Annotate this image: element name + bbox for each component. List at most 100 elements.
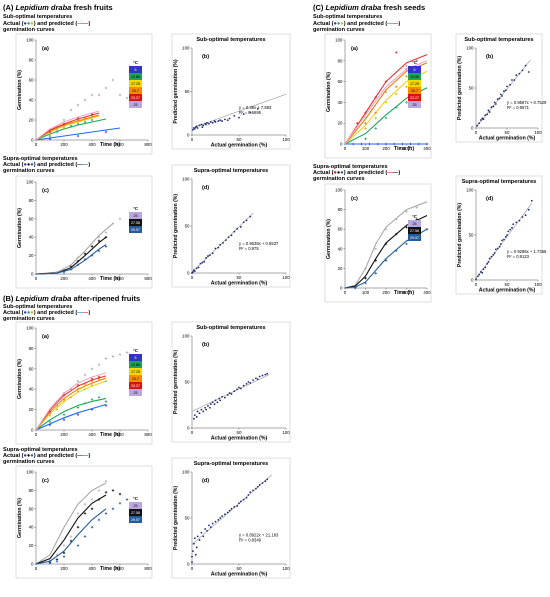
panel-frame <box>15 321 153 445</box>
scatter-point <box>214 520 217 523</box>
scatter-point <box>209 403 212 405</box>
group-header-a-sub: Sub-optimal temperatures Actual (●●●) an… <box>3 14 90 33</box>
data-point <box>405 242 408 246</box>
y-axis-label: Predicted germination (%) <box>173 486 179 551</box>
legend-label: 25 <box>413 103 417 107</box>
legend-label: 12.86 <box>131 363 140 367</box>
data-point <box>48 130 52 134</box>
data-point <box>415 59 418 62</box>
x-tick-label: 400 <box>88 142 96 147</box>
data-point <box>354 286 357 290</box>
legend-label: 25 <box>413 222 417 226</box>
scatter-point <box>221 395 223 398</box>
data-point <box>425 228 429 231</box>
scatter-point <box>266 372 269 375</box>
x-axis-label: Time (h) <box>100 142 120 148</box>
data-point <box>83 373 87 377</box>
panel-title: Sub-optimal temperatures <box>196 325 265 331</box>
data-point <box>83 512 87 515</box>
scatter-point <box>258 483 261 486</box>
scatter-point <box>478 122 480 125</box>
panel-letter: (d) <box>486 196 493 202</box>
data-point <box>104 512 108 515</box>
legend-swatch <box>408 234 421 241</box>
y-tick-label: 100 <box>26 326 34 331</box>
scatter-point <box>515 74 518 77</box>
scatter-point <box>480 271 482 273</box>
data-point <box>83 120 87 124</box>
scatter-point <box>201 126 204 129</box>
scatter-point <box>214 399 217 402</box>
x-axis-label: Actual germination (%) <box>211 436 268 442</box>
scatter-point <box>249 491 252 494</box>
scatter-point <box>486 113 489 116</box>
legend-swatch <box>129 101 142 108</box>
scatter-point <box>216 401 219 404</box>
scatter-point <box>226 119 229 122</box>
x-tick-label: 50 <box>505 282 510 287</box>
scatter-point <box>208 524 210 527</box>
data-point <box>104 236 108 239</box>
x-tick-label: 600 <box>116 142 124 147</box>
scatter-point <box>224 239 227 242</box>
y-tick-label: 100 <box>26 470 34 475</box>
scatter-point <box>481 271 484 274</box>
y-tick-label: 50 <box>185 89 190 94</box>
data-point <box>393 142 396 146</box>
y-tick-label: 20 <box>338 121 343 126</box>
scatter-point <box>492 253 495 256</box>
y-tick-label: 60 <box>338 79 343 84</box>
y-tick-label: 40 <box>29 525 34 530</box>
x-tick-label: 800 <box>144 432 152 437</box>
x-tick-label: 400 <box>88 566 96 571</box>
y-tick-label: 100 <box>335 188 343 193</box>
legend-unit: °C <box>133 348 139 353</box>
x-tick-label: 50 <box>237 566 242 571</box>
data-point <box>62 270 66 274</box>
data-point <box>104 245 108 248</box>
legend-label: 27.58 <box>131 221 140 225</box>
data-point <box>48 561 52 565</box>
scatter-point <box>218 397 221 400</box>
data-point <box>62 118 66 122</box>
data-point <box>374 111 377 114</box>
section-c-rest: fresh seeds <box>383 3 425 12</box>
x-tick-label: 100 <box>362 146 370 151</box>
y-tick-label: 20 <box>29 543 34 548</box>
y-tick-label: 0 <box>471 278 474 283</box>
scatter-point <box>196 535 199 538</box>
scatter-point <box>206 121 208 124</box>
scatter-point <box>191 561 193 564</box>
scatter-point <box>207 405 209 407</box>
data-point <box>76 263 80 266</box>
trend-line <box>475 59 531 128</box>
scatter-point <box>264 480 267 483</box>
legend-swatch <box>129 80 142 87</box>
r-squared: R² = 0.975 <box>239 246 259 251</box>
scatter-point <box>206 529 208 532</box>
data-point <box>384 80 388 83</box>
section-a-letter: (A) <box>3 3 14 12</box>
scatter-point <box>513 79 516 81</box>
scatter-point <box>211 121 214 124</box>
y-tick-label: 60 <box>29 78 34 83</box>
scatter-point <box>196 410 199 413</box>
legend-label: 29.57 <box>131 518 140 522</box>
temperature-legend: °C 25 27.58 29.57 <box>129 206 142 233</box>
x-tick-label: 200 <box>60 142 68 147</box>
data-point <box>374 96 377 99</box>
scatter-point <box>247 381 250 383</box>
legend-label: 25 <box>134 214 138 218</box>
svg-text:germination curves: germination curves <box>313 27 365 33</box>
data-point <box>104 130 108 134</box>
y-axis-label: Germination (%) <box>326 72 332 112</box>
legend-label: 20.7 <box>411 89 418 93</box>
data-point <box>76 388 80 391</box>
data-point <box>62 413 66 416</box>
scatter-point <box>200 408 203 411</box>
x-tick-label: 200 <box>60 276 68 281</box>
regression-equation: y = 0.39x + 7.883 <box>239 105 272 110</box>
scatter-point <box>230 234 233 237</box>
scatter-point <box>509 228 511 231</box>
panel-frame <box>15 175 153 289</box>
